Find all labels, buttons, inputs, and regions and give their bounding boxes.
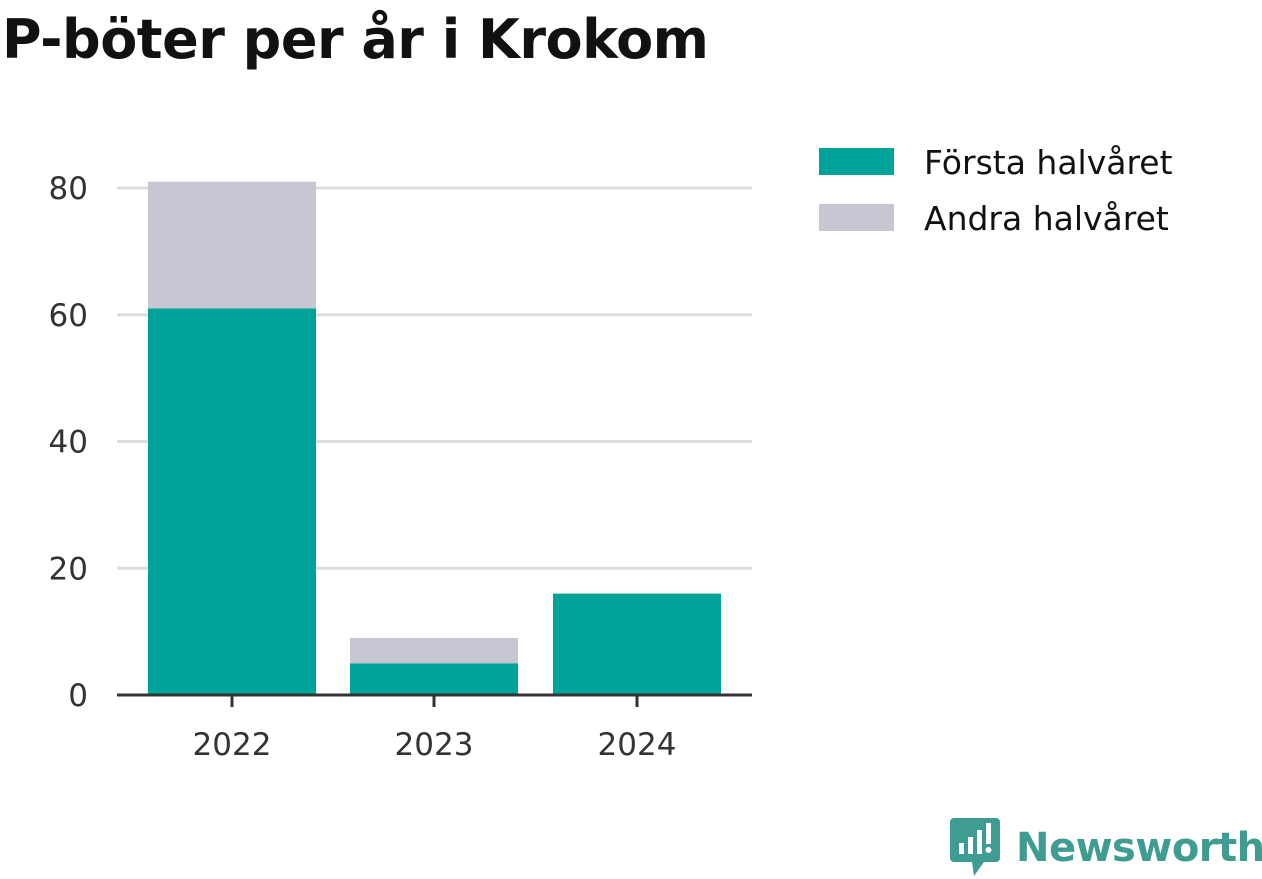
y-tick-label: 80: [49, 171, 88, 207]
legend-label: Andra halvåret: [924, 199, 1169, 238]
y-tick-label: 60: [49, 298, 88, 334]
bar-2024-series-1: [553, 593, 721, 695]
y-tick-label: 20: [49, 551, 88, 587]
y-tick-label: 40: [49, 425, 88, 461]
bar-2023-series-1: [350, 663, 518, 695]
legend-swatch: [819, 148, 894, 175]
y-tick-label: 0: [68, 678, 88, 714]
legend: Första halvåret Andra halvåret: [819, 143, 1173, 238]
x-tick-label: 2023: [395, 727, 474, 763]
x-axis: 2022 2023 2024: [117, 693, 752, 763]
bar-2022-series-1: [148, 308, 316, 695]
bars: [148, 181, 721, 695]
brand-name: Newsworthy: [1016, 825, 1262, 871]
bar-2022-series-2: [148, 181, 316, 309]
bar-2023-series-2: [350, 637, 518, 664]
y-axis-ticks: 0 20 40 60 80: [49, 171, 88, 714]
newsworthy-brand: Newsworthy: [950, 818, 1262, 878]
legend-label: Första halvåret: [924, 143, 1173, 182]
x-tick-label: 2022: [193, 727, 272, 763]
x-tick-label: 2024: [598, 727, 677, 763]
newsworthy-logo-icon: [950, 818, 1000, 876]
legend-swatch: [819, 204, 894, 231]
chart-title: P-böter per år i Krokom: [2, 8, 709, 71]
